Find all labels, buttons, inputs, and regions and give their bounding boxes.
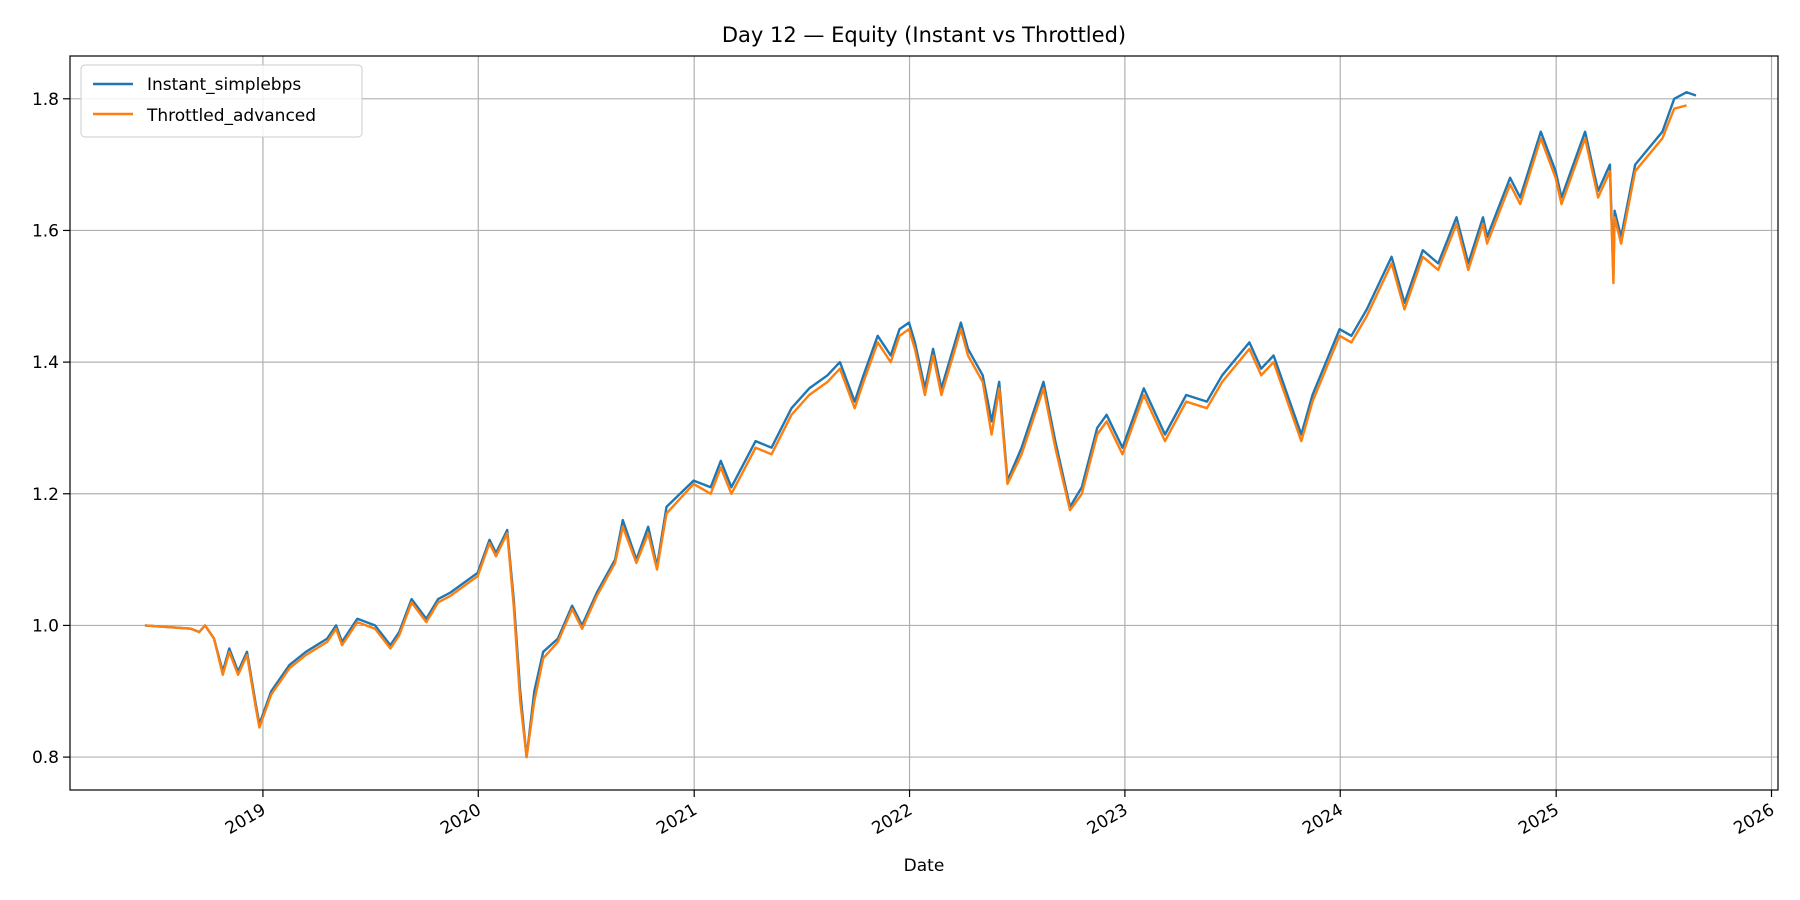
series-line-throttled [144,104,1687,759]
legend-box [80,64,363,138]
grid [70,56,1778,790]
y-tick-label: 1.0 [32,616,59,636]
y-axis: 0.8 1.0 1.2 1.4 1.6 1.8 [32,90,70,768]
legend-label-instant: Instant_simplebps [147,75,301,95]
y-tick-label: 1.2 [32,485,59,505]
chart-title: Day 12 — Equity (Instant vs Throttled) [722,23,1126,47]
legend-label-throttled: Throttled_advanced [146,106,316,126]
y-tick-label: 1.4 [32,353,59,373]
y-tick-label: 0.8 [32,748,59,768]
series-lines [144,91,1697,759]
y-tick-label: 1.6 [32,221,59,241]
series-line-instant [144,91,1697,759]
legend: Instant_simplebps Throttled_advanced [80,64,363,138]
x-axis-label: Date [904,856,945,876]
plot-frame [69,55,1779,791]
y-tick-label: 1.8 [32,90,59,110]
